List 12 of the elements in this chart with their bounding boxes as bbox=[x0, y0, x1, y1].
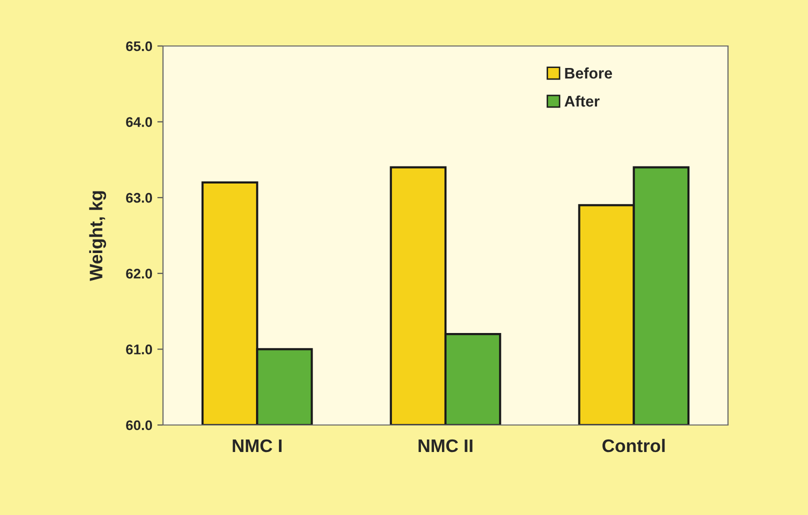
y-tick-label: 63.0 bbox=[126, 192, 152, 203]
x-tick-label: NMC I bbox=[232, 439, 282, 452]
x-tick-label: NMC II bbox=[418, 439, 472, 452]
y-tick-label: 61.0 bbox=[126, 344, 152, 354]
x-tick-label: Control bbox=[602, 438, 665, 452]
y-tick-label: 64.0 bbox=[126, 117, 152, 127]
y-tick-label: 60.0 bbox=[126, 420, 152, 430]
y-axis-title: Weight, kg bbox=[89, 191, 106, 281]
y-tick-label: 65.0 bbox=[126, 41, 152, 52]
y-tick-label: 62.0 bbox=[126, 268, 152, 279]
legend-label: Before bbox=[565, 67, 612, 79]
legend-label: After bbox=[564, 95, 600, 107]
